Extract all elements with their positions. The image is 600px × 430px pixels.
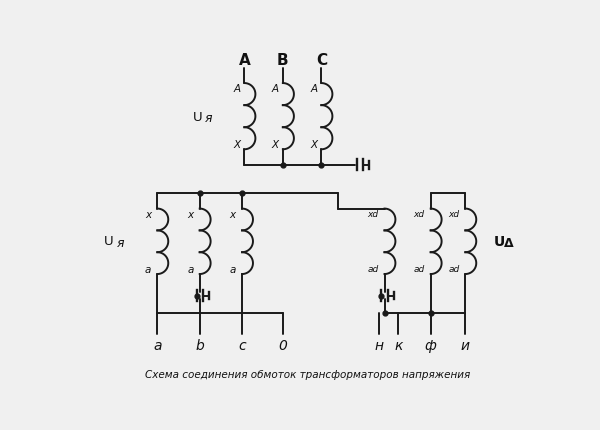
Text: Схема соединения обмоток трансформаторов напряжения: Схема соединения обмоток трансформаторов… — [145, 369, 470, 379]
Text: X: X — [310, 140, 317, 150]
Text: н: н — [374, 338, 383, 352]
Text: B: B — [277, 53, 289, 68]
Text: ad: ad — [448, 264, 460, 273]
Text: к: к — [394, 338, 403, 352]
Text: b: b — [196, 338, 204, 352]
Text: c: c — [238, 338, 246, 352]
Text: a: a — [230, 264, 236, 274]
Text: C: C — [316, 53, 327, 68]
Text: X: X — [272, 140, 279, 150]
Text: ad: ad — [413, 264, 425, 273]
Text: Δ: Δ — [504, 237, 514, 249]
Text: U: U — [494, 234, 505, 249]
Text: A: A — [310, 84, 317, 94]
Text: x: x — [187, 209, 194, 219]
Text: U: U — [104, 235, 113, 248]
Text: a: a — [187, 264, 194, 274]
Text: x: x — [145, 209, 151, 219]
Text: A: A — [233, 84, 240, 94]
Text: X: X — [233, 140, 240, 150]
Text: xd: xd — [367, 210, 379, 219]
Text: я: я — [116, 237, 124, 249]
Text: U: U — [193, 111, 202, 123]
Text: xd: xd — [413, 210, 425, 219]
Text: x: x — [230, 209, 236, 219]
Text: 0: 0 — [278, 338, 287, 352]
Text: a: a — [153, 338, 161, 352]
Text: a: a — [145, 264, 151, 274]
Text: я: я — [205, 112, 212, 125]
Text: и: и — [461, 338, 470, 352]
Text: A: A — [272, 84, 279, 94]
Text: ad: ad — [367, 264, 379, 273]
Text: A: A — [238, 53, 250, 68]
Text: ф: ф — [425, 338, 437, 352]
Text: xd: xd — [448, 210, 460, 219]
